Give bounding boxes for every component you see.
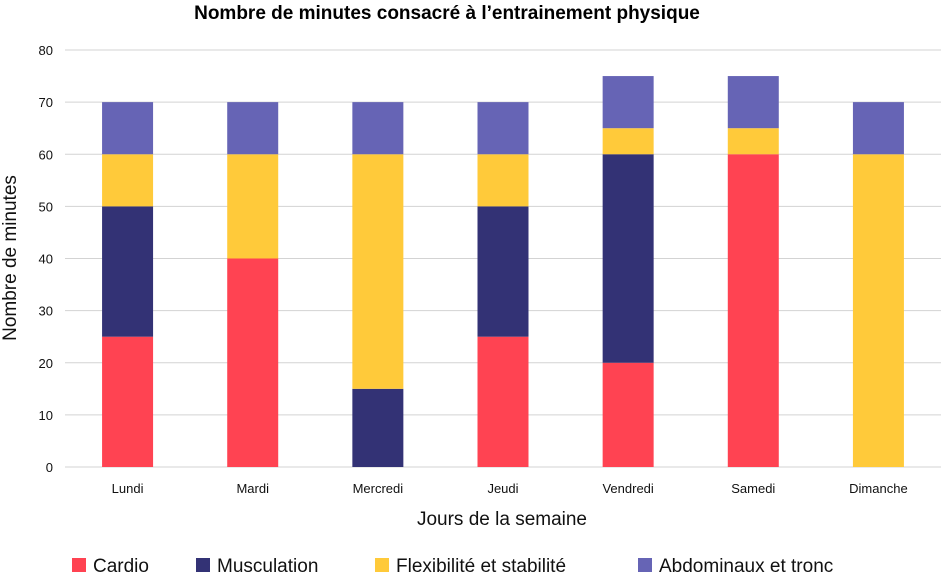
x-tick-label: Jeudi <box>487 481 518 496</box>
legend-swatch <box>638 558 652 572</box>
bars <box>102 76 904 467</box>
bar-segment <box>727 128 779 155</box>
legend-label: Musculation <box>217 556 318 577</box>
y-axis-label: Nombre de minutes <box>0 175 21 341</box>
bar-segment <box>227 154 279 259</box>
chart-title: Nombre de minutes consacré à l’entrainem… <box>194 3 700 24</box>
bar-segment <box>852 102 904 155</box>
bar-segment <box>602 76 654 129</box>
bar-segment <box>602 154 654 363</box>
y-tick-label: 30 <box>39 304 53 319</box>
bar-segment <box>352 154 404 389</box>
x-tick-label: Mardi <box>236 481 269 496</box>
x-tick-label: Samedi <box>731 481 775 496</box>
legend-label: Cardio <box>93 556 149 577</box>
legend-label: Abdominaux et tronc <box>659 556 833 577</box>
bar-segment <box>477 336 529 467</box>
x-axis-label: Jours de la semaine <box>417 509 587 530</box>
y-tick-label: 40 <box>39 252 53 267</box>
bar-segment <box>477 154 529 207</box>
bar-segment <box>477 206 529 337</box>
y-tick-label: 0 <box>46 460 53 475</box>
x-tick-label: Dimanche <box>849 481 908 496</box>
y-tick-label: 70 <box>39 95 53 110</box>
y-tick-label: 20 <box>39 356 53 371</box>
x-axis-ticks: Lundi Mardi Mercredi Jeudi Vendredi Samedi Dim… <box>112 481 908 496</box>
bar-segment <box>227 102 279 155</box>
x-tick-label: Mercredi <box>353 481 404 496</box>
bar-segment <box>602 362 654 467</box>
y-tick-label: 80 <box>39 43 53 58</box>
legend-label: Flexibilité et stabilité <box>396 556 566 577</box>
bar-segment <box>852 154 904 467</box>
y-tick-label: 10 <box>39 408 53 423</box>
bar-segment <box>352 388 404 467</box>
bar-segment <box>727 154 779 467</box>
bar-segment <box>102 154 154 207</box>
legend: Cardio Musculation Flexibilité et stabilit… <box>72 556 833 577</box>
bar-segment <box>102 206 154 337</box>
legend-swatch <box>375 558 389 572</box>
bar-segment <box>102 336 154 467</box>
y-tick-label: 60 <box>39 147 53 162</box>
x-tick-label: Vendredi <box>602 481 653 496</box>
bar-segment <box>477 102 529 155</box>
y-tick-label: 50 <box>39 199 53 214</box>
legend-swatch <box>72 558 86 572</box>
bar-segment <box>227 258 279 467</box>
bar-segment <box>727 76 779 129</box>
bar-segment <box>602 128 654 155</box>
y-axis-ticks: 0 10 20 30 40 50 60 70 80 <box>39 43 53 475</box>
bar-segment <box>352 102 404 155</box>
x-tick-label: Lundi <box>112 481 144 496</box>
bar-segment <box>102 102 154 155</box>
legend-swatch <box>196 558 210 572</box>
